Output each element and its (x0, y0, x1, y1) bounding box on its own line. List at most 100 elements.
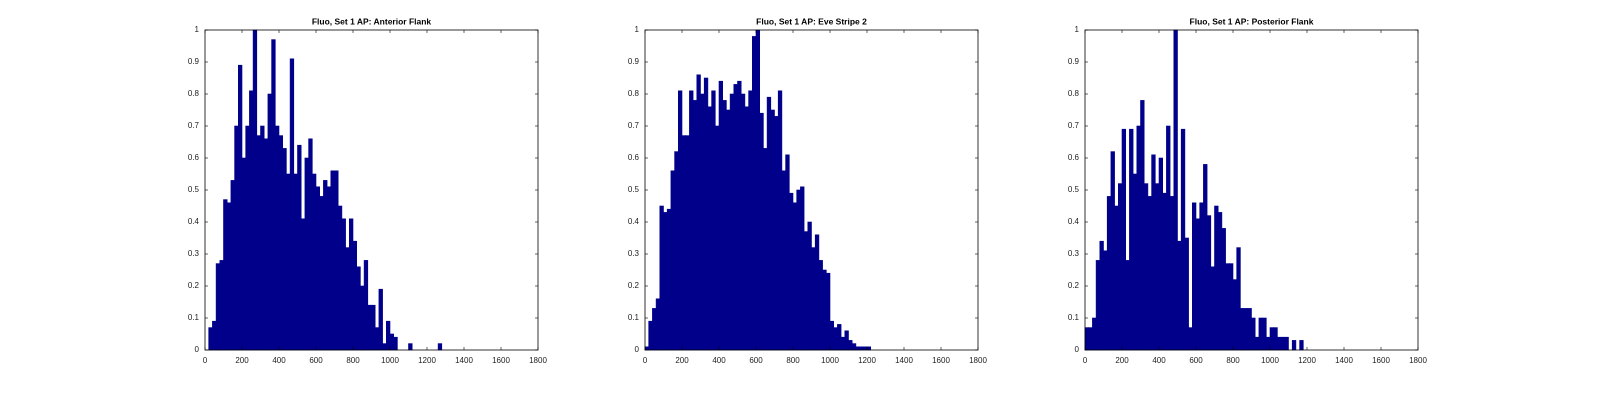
bar (1169, 196, 1175, 351)
bar (1258, 317, 1263, 351)
bar (1121, 128, 1127, 351)
bar (367, 304, 372, 351)
bar (337, 205, 343, 351)
bar (1299, 340, 1304, 351)
x-tick-label: 1800 (1409, 356, 1427, 365)
bar (648, 320, 653, 351)
bar (249, 90, 254, 351)
bar (689, 90, 694, 351)
bar (840, 336, 846, 351)
bar (1184, 237, 1189, 351)
bar (718, 80, 724, 351)
x-tick-label: 1400 (455, 356, 473, 365)
bar (256, 135, 261, 351)
bar (833, 327, 838, 351)
x-tick-label: 1200 (1298, 356, 1316, 365)
bar (267, 93, 272, 351)
x-tick-label: 200 (675, 356, 689, 365)
y-tick-label: 0.1 (1068, 313, 1080, 322)
bar (766, 96, 772, 351)
bar (811, 247, 816, 351)
bar (825, 272, 831, 351)
y-tick-label: 0.4 (1068, 217, 1080, 226)
bar (1291, 340, 1297, 351)
bar (263, 138, 269, 351)
y-tick-label: 0.8 (1068, 89, 1080, 98)
bar (286, 173, 291, 351)
bar (1158, 157, 1164, 351)
bar (1140, 100, 1145, 351)
x-tick-label: 1600 (492, 356, 510, 365)
bar (866, 346, 872, 351)
bar (851, 343, 857, 351)
bar (341, 218, 346, 351)
bar (1147, 196, 1152, 351)
bar (777, 90, 783, 351)
bar (714, 125, 720, 351)
x-tick-label: 0 (1083, 356, 1088, 365)
bar (345, 247, 350, 351)
bar (1221, 228, 1226, 351)
y-tick-label: 0 (635, 345, 640, 354)
y-tick-label: 1 (195, 25, 200, 34)
y-tick-label: 0.3 (188, 249, 200, 258)
bar (1199, 202, 1204, 351)
bar (226, 202, 232, 351)
bar (219, 260, 224, 351)
bar (1162, 192, 1167, 351)
bar (788, 192, 794, 351)
bar (677, 90, 683, 351)
bar (293, 173, 298, 351)
bar (681, 135, 687, 351)
bar (208, 327, 213, 351)
bar (659, 205, 664, 351)
x-tick-label: 1000 (381, 356, 399, 365)
y-tick-label: 1 (1075, 25, 1080, 34)
bar (829, 320, 835, 351)
bar (674, 151, 679, 351)
bar (1229, 263, 1234, 351)
bar (319, 196, 324, 351)
bar (740, 93, 746, 351)
y-tick-label: 0.4 (188, 217, 200, 226)
bar (663, 212, 668, 351)
x-tick-label: 400 (712, 356, 726, 365)
bar (1114, 205, 1119, 351)
bar (1240, 308, 1245, 351)
bar (707, 106, 712, 351)
bar (212, 320, 217, 351)
bar (1280, 336, 1286, 351)
bar (733, 84, 738, 351)
x-tick-label: 800 (786, 356, 800, 365)
bar (1106, 196, 1112, 351)
bar (751, 36, 757, 351)
bar (437, 343, 443, 351)
bar (1099, 240, 1104, 351)
bar (1243, 308, 1249, 351)
bar (1232, 279, 1238, 351)
y-tick-label: 0.5 (188, 185, 200, 194)
bar (326, 186, 332, 351)
bar (655, 298, 661, 351)
bar (378, 288, 383, 351)
bar (348, 218, 354, 351)
bar (382, 343, 387, 351)
y-tick-label: 0.5 (628, 185, 640, 194)
bar (1277, 336, 1282, 351)
bar (1095, 260, 1101, 351)
bar (652, 308, 657, 351)
bar (744, 106, 749, 351)
y-tick-label: 0.2 (188, 281, 200, 290)
bar (311, 173, 317, 351)
bar (234, 125, 239, 351)
y-tick-label: 0.3 (628, 249, 640, 258)
bar (274, 125, 280, 351)
bar (1225, 263, 1230, 351)
bar (1195, 218, 1201, 351)
bar (393, 336, 398, 351)
bar (1180, 128, 1186, 351)
bar (696, 74, 701, 351)
x-tick-label: 0 (203, 356, 208, 365)
bar (238, 64, 243, 351)
x-tick-label: 1800 (529, 356, 547, 365)
